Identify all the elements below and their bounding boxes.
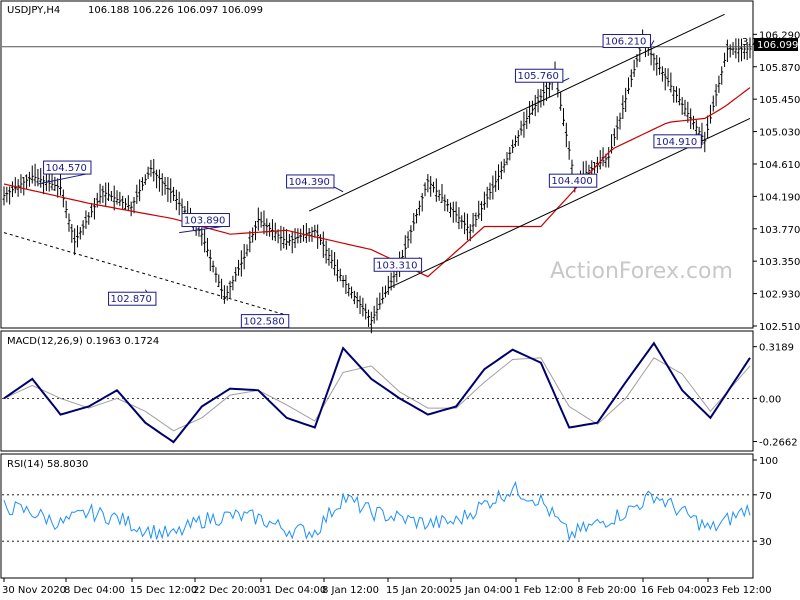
hline-tag: 3.2 (742, 37, 758, 48)
ohlc-label: 106.188 106.226 106.097 106.099 (88, 5, 263, 16)
annotation-label: 104.390 (289, 177, 330, 188)
price-y-tick-label: 105.030 (759, 128, 800, 139)
annotation-label: 105.760 (517, 71, 558, 82)
price-y-tick-label: 103.350 (759, 257, 800, 268)
annotation-box (43, 160, 92, 175)
symbol-label: USDJPY,H4 (7, 5, 60, 16)
x-tick-label: 25 Jan 04:00 (449, 585, 512, 596)
annotation-label: 103.890 (184, 216, 225, 227)
annotation-box (373, 257, 423, 272)
rsi-title: RSI(14) 58.8030 (7, 459, 88, 470)
price-annotations-group: 104.570 103.890 102.870 102.580 104.390 103.3… (37, 34, 702, 329)
current-price-tag-bg (754, 38, 798, 51)
annotation-leader (562, 77, 570, 82)
dotted-support-line (3, 232, 287, 316)
macd-line (3, 341, 751, 444)
annotation-leader (333, 186, 344, 193)
macd-y-tick-label: 0.3189 (759, 343, 794, 354)
annotation-label: 106.210 (605, 37, 646, 48)
rsi-panel-frame (0, 453, 754, 579)
annotation-box (108, 291, 157, 306)
annotation-label: 103.310 (376, 260, 417, 271)
annotation-box (602, 34, 651, 49)
price-y-tick-label: 102.510 (759, 322, 800, 333)
macd-y-tick-label: 0.00 (759, 394, 781, 405)
annotation-leader (37, 172, 92, 185)
x-tick-label: 8 Feb 20:00 (577, 585, 636, 596)
x-tick-label: 22 Dec 20:00 (193, 585, 260, 596)
annotation-label: 102.870 (111, 294, 152, 305)
macd-signal-line (3, 357, 751, 432)
price-panel-frame (0, 0, 754, 329)
rsi-y-tick-label: 70 (759, 491, 772, 502)
watermark: ActionForex.com (550, 259, 733, 284)
annotation-box (514, 68, 564, 83)
price-y-tick-label: 105.450 (759, 95, 800, 106)
annotation-box (653, 134, 702, 149)
rsi-line (3, 480, 751, 542)
rsi-y-tick-label: 100 (759, 456, 778, 467)
y-axis-group: 106.290 105.870 105.450 105.030 104.610 104.1… (2, 30, 800, 548)
annotation-label: 102.580 (243, 317, 284, 328)
price-y-tick-label: 106.290 (759, 30, 800, 41)
x-tick-label: 31 Dec 04:00 (259, 585, 326, 596)
x-tick-label: 16 Feb 04:00 (641, 585, 707, 596)
x-tick-label: 1 Feb 12:00 (514, 585, 573, 596)
current-price-tag: 106.099 (757, 40, 798, 51)
annotation-box (181, 213, 230, 228)
macd-title: MACD(12,26,9) 0.1963 0.1724 (7, 336, 159, 347)
rsi-y-tick-label: 30 (759, 537, 772, 548)
macd-y-tick-label: -0.2662 (759, 438, 798, 449)
price-y-tick-label: 105.870 (759, 63, 800, 74)
annotation-leader (650, 40, 655, 47)
x-tick-label: 30 Nov 2020 (2, 585, 66, 596)
channel-upper-line (308, 13, 725, 212)
x-tick-label: 15 Dec 12:00 (130, 585, 197, 596)
price-series-group (2, 29, 752, 334)
moving-average-line (3, 87, 751, 278)
macd-series-group (3, 341, 751, 444)
rsi-series-group (3, 480, 751, 542)
macd-panel-frame (0, 330, 754, 452)
price-y-tick-label: 104.190 (759, 192, 800, 203)
price-y-tick-label: 104.610 (759, 160, 800, 171)
annotation-label: 104.910 (656, 137, 697, 148)
annotation-label: 104.400 (551, 176, 592, 187)
x-tick-label: 15 Jan 20:00 (386, 585, 449, 596)
x-tick-label: 23 Feb 12:00 (706, 585, 772, 596)
price-y-tick-label: 103.770 (759, 225, 800, 236)
annotation-label: 104.570 (46, 163, 87, 174)
annotation-box (286, 174, 335, 189)
annotation-box (240, 314, 290, 329)
price-y-tick-label: 102.930 (759, 290, 800, 301)
x-tick-label: 8 Jan 12:00 (322, 585, 379, 596)
annotation-box (548, 173, 598, 188)
x-tick-label: 8 Dec 04:00 (64, 585, 125, 596)
